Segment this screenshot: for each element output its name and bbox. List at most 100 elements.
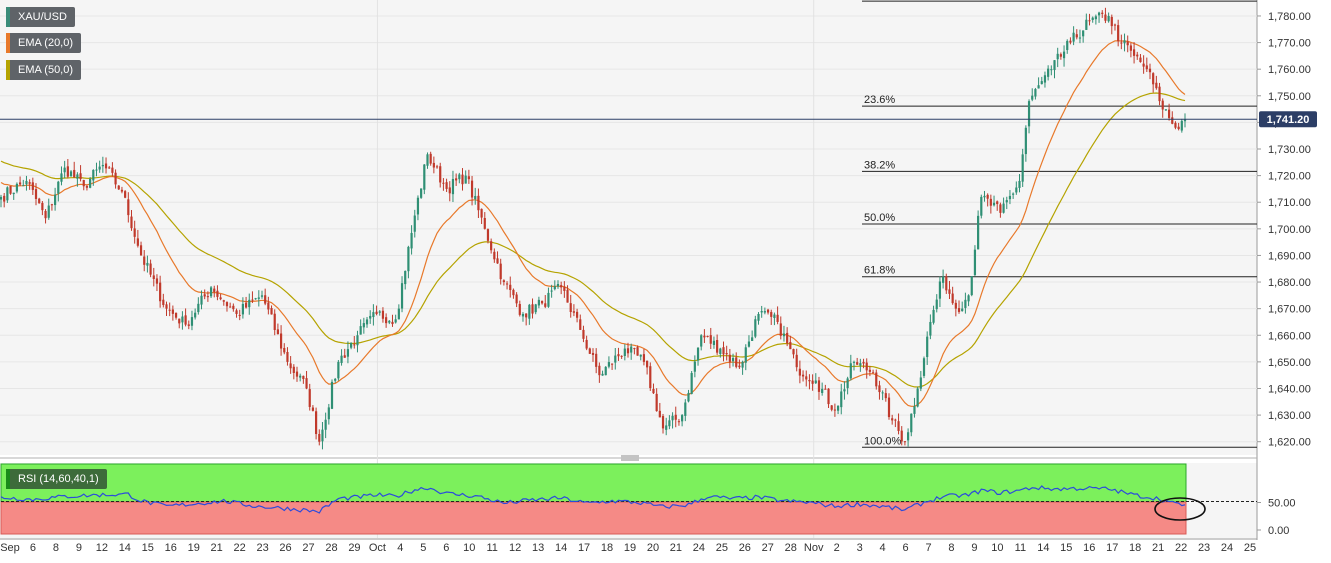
candle-down bbox=[728, 348, 731, 369]
candle-body bbox=[996, 201, 999, 205]
candle-body bbox=[521, 313, 525, 317]
candle-body bbox=[225, 302, 229, 307]
candle-up bbox=[973, 245, 977, 277]
candle-down bbox=[779, 316, 782, 340]
candle-body bbox=[1104, 14, 1107, 21]
candle-down bbox=[162, 293, 165, 308]
candle-body bbox=[359, 326, 362, 335]
candle-down bbox=[951, 286, 954, 305]
candle-body bbox=[770, 312, 773, 317]
candle-up bbox=[623, 344, 626, 361]
ema-20-label[interactable]: EMA (20,0) bbox=[6, 33, 82, 53]
x-tick-label: 26 bbox=[739, 542, 751, 554]
candle-body bbox=[241, 303, 244, 315]
candle-body bbox=[85, 186, 89, 188]
candle-body bbox=[194, 312, 197, 318]
candle-body bbox=[836, 405, 840, 411]
candle-up bbox=[69, 170, 73, 178]
x-tick-label: 16 bbox=[165, 542, 177, 554]
rsi-label[interactable]: RSI (14,60,40,1) bbox=[6, 469, 107, 489]
candle-down bbox=[642, 348, 646, 366]
candle-up bbox=[926, 331, 929, 365]
candlesticks bbox=[0, 7, 1187, 450]
candle-down bbox=[738, 359, 741, 369]
candle-body bbox=[327, 407, 330, 420]
x-tick-label: 28 bbox=[785, 542, 797, 554]
candle-body bbox=[903, 441, 907, 443]
candle-down bbox=[155, 274, 159, 292]
candle-down bbox=[381, 307, 385, 323]
candle-body bbox=[1113, 24, 1117, 26]
candle-body bbox=[528, 304, 531, 319]
instrument-label[interactable]: XAU/USD bbox=[6, 7, 75, 27]
candle-up bbox=[601, 370, 604, 376]
candle-up bbox=[388, 320, 391, 325]
price-plot-area bbox=[0, 0, 1257, 455]
candle-body bbox=[213, 288, 216, 292]
candle-body bbox=[1161, 100, 1164, 110]
candle-body bbox=[579, 319, 582, 330]
candle-down bbox=[467, 169, 470, 184]
candle-up bbox=[359, 319, 362, 335]
x-tick-label: 15 bbox=[142, 542, 154, 554]
x-tick-label: 21 bbox=[670, 542, 682, 554]
candle-body bbox=[429, 153, 432, 164]
candle-up bbox=[719, 347, 722, 358]
candle-body bbox=[54, 194, 57, 206]
candle-down bbox=[1117, 19, 1120, 47]
rsi-annotation-ellipse bbox=[1154, 497, 1206, 521]
candle-body bbox=[1059, 54, 1062, 57]
candle-up bbox=[849, 354, 852, 381]
candle-down bbox=[455, 173, 458, 186]
panel-resize-handle[interactable] bbox=[621, 455, 639, 461]
candle-body bbox=[709, 335, 712, 344]
candle-down bbox=[808, 374, 811, 390]
candle-body bbox=[467, 176, 470, 180]
candle-body bbox=[375, 311, 378, 314]
candle-down bbox=[111, 162, 114, 177]
candle-down bbox=[1075, 29, 1078, 40]
candle-down bbox=[139, 241, 143, 256]
candle-body bbox=[251, 299, 254, 301]
candle-body bbox=[951, 293, 954, 304]
x-tick-label: 4 bbox=[880, 542, 886, 554]
candle-up bbox=[334, 377, 337, 383]
candle-body bbox=[391, 321, 394, 325]
candle-down bbox=[1069, 37, 1072, 45]
candle-up bbox=[451, 170, 455, 203]
candle-body bbox=[801, 374, 805, 377]
candle-body bbox=[6, 187, 9, 201]
candle-down bbox=[1145, 57, 1148, 73]
x-tick-label: 10 bbox=[463, 542, 475, 554]
candle-up bbox=[6, 186, 9, 203]
candle-down bbox=[486, 228, 490, 244]
candle-up bbox=[356, 330, 359, 353]
candle-body bbox=[789, 341, 792, 350]
candle-body bbox=[852, 361, 856, 363]
candle-body bbox=[82, 180, 85, 187]
candle-body bbox=[531, 304, 534, 314]
x-tick-label: Sep bbox=[0, 542, 20, 554]
x-tick-label: 24 bbox=[693, 542, 705, 554]
candle-down bbox=[279, 325, 283, 356]
candle-body bbox=[894, 419, 897, 421]
x-tick-label: 10 bbox=[991, 542, 1003, 554]
candle-down bbox=[512, 288, 515, 299]
candle-body bbox=[1117, 25, 1120, 42]
candle-body bbox=[795, 354, 798, 368]
candle-body bbox=[95, 169, 98, 171]
candle-body bbox=[295, 371, 299, 377]
candle-body bbox=[585, 339, 588, 349]
candle-body bbox=[776, 314, 779, 322]
candle-up bbox=[1050, 65, 1053, 76]
candle-body bbox=[350, 342, 353, 348]
candle-body bbox=[1158, 86, 1161, 102]
candle-body bbox=[1120, 42, 1123, 44]
candle-body bbox=[671, 415, 674, 421]
candle-body bbox=[200, 295, 203, 305]
candle-up bbox=[350, 342, 353, 350]
x-tick-label: 12 bbox=[509, 542, 521, 554]
ema-50-label[interactable]: EMA (50,0) bbox=[6, 60, 82, 80]
y-tick-label: 1,660.00 bbox=[1268, 330, 1311, 342]
candle-up bbox=[700, 334, 703, 351]
